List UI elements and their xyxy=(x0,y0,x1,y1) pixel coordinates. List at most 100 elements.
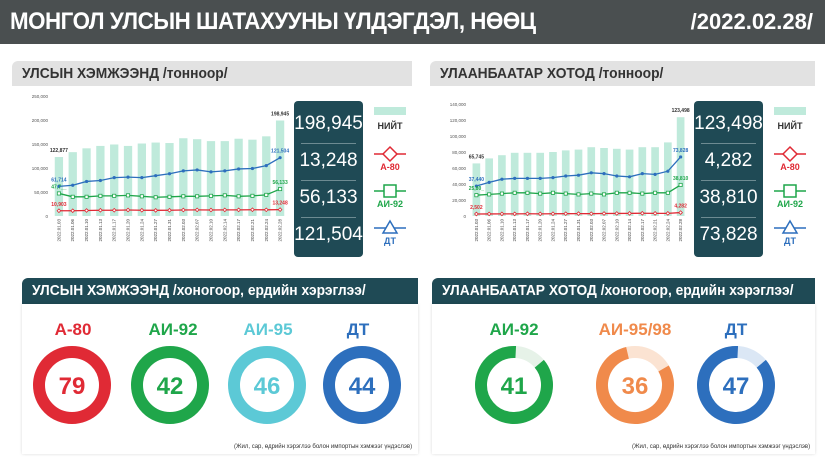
data-point xyxy=(588,211,594,217)
bar-total xyxy=(638,147,647,216)
ub-dt-days-label: ДТ xyxy=(724,320,748,339)
data-point xyxy=(601,211,607,216)
data-point xyxy=(180,207,186,213)
ub-days-note: (Жил, сар, өдрийн хэрэглээ болон импорты… xyxy=(632,444,811,450)
x-tick-label: 2022.02.03 xyxy=(589,219,594,242)
data-point xyxy=(666,169,670,173)
data-point xyxy=(167,194,172,199)
data-point xyxy=(665,210,671,216)
x-tick-label: 2022.01.24 xyxy=(139,219,144,242)
y-tick-label: 100,000 xyxy=(32,166,49,171)
total-legend-icon xyxy=(774,107,806,115)
data-point xyxy=(236,194,241,199)
data-label: 4,282 xyxy=(674,204,687,210)
x-tick-label: 2022.02.10 xyxy=(208,219,213,242)
data-point xyxy=(551,176,555,180)
x-tick-label: 2022.01.20 xyxy=(538,219,543,242)
data-label: 47,7__ xyxy=(51,184,67,190)
ub-header: УЛААНБААТАР ХОТОД /тонноор/ xyxy=(430,61,815,86)
data-point xyxy=(563,191,568,196)
y-tick-label: 200,000 xyxy=(32,118,49,123)
x-tick-label: 2022.01.20 xyxy=(126,219,131,242)
x-tick-label: 2022.02.17 xyxy=(640,219,645,242)
bar-total xyxy=(600,148,608,216)
ub-ai95-days-label: АИ-95/98 xyxy=(598,320,672,339)
data-point xyxy=(627,175,632,179)
a80-legend-icon xyxy=(781,145,799,163)
data-label: 25,80_ xyxy=(469,186,485,192)
x-tick-label: 2022.02.28 xyxy=(678,219,683,242)
dt-legend-icon xyxy=(781,219,799,234)
data-point xyxy=(614,211,620,216)
national-title: УЛСЫН ХЭМЖЭЭНД /тонноор/ xyxy=(22,65,228,82)
data-point xyxy=(112,176,116,180)
data-point xyxy=(277,207,283,213)
x-tick-label: 2022.01.31 xyxy=(576,219,581,242)
data-point xyxy=(563,211,569,217)
data-point xyxy=(194,207,200,213)
national-dt-value: 121,504 xyxy=(294,224,363,245)
data-point xyxy=(602,172,606,176)
data-point xyxy=(653,190,658,195)
data-point xyxy=(98,178,102,183)
data-point xyxy=(640,191,645,196)
data-point xyxy=(222,207,228,213)
bar-total xyxy=(676,117,685,216)
bar-total xyxy=(151,142,160,216)
y-tick-label: 0 xyxy=(45,214,48,219)
x-tick-label: 2022.01.13 xyxy=(512,219,517,242)
y-tick-label: 100,000 xyxy=(450,134,467,139)
bar-total xyxy=(220,141,229,216)
data-point xyxy=(167,172,172,176)
ub-ai95-days-value: 36 xyxy=(622,373,649,400)
legend-total: НИЙТ xyxy=(777,121,803,131)
ai92-legend-icon xyxy=(383,184,397,198)
data-point xyxy=(139,207,145,213)
y-tick-label: 120,000 xyxy=(450,118,467,123)
data-point xyxy=(236,207,241,213)
national-days-note: (Жил, сар, өдрийн хэрэглээ болон импорты… xyxy=(234,444,413,450)
x-tick-label: 2022.02.24 xyxy=(264,219,269,242)
divider xyxy=(300,217,357,218)
data-point xyxy=(679,155,683,159)
data-point xyxy=(112,193,117,198)
legend-ai92: АИ-92 xyxy=(377,199,403,209)
bar-total xyxy=(651,147,659,216)
bar-total xyxy=(179,138,188,216)
data-point xyxy=(56,191,61,196)
y-tick-label: 0 xyxy=(463,214,466,219)
bar-total xyxy=(625,149,634,216)
report-date: /2022.02.28/ xyxy=(690,9,813,34)
data-point xyxy=(653,172,657,176)
bar-total xyxy=(561,150,570,216)
ub-days-header: УЛААНБААТАР ХОТОД /хоногоор, ердийн хэрэ… xyxy=(432,278,815,304)
x-tick-label: 2022.01.17 xyxy=(525,219,530,242)
x-tick-label: 2022.02.28 xyxy=(278,219,283,242)
national-chart: 0 50,000 100,000 150,000 200,000 250,000 122,8… xyxy=(32,94,290,242)
x-tick-label: 2022.01.17 xyxy=(112,219,117,242)
bar-total xyxy=(536,152,545,216)
x-tick-label: 2022.02.07 xyxy=(195,219,200,242)
legend-ai92: АИ-92 xyxy=(777,199,803,209)
data-point xyxy=(525,211,530,217)
data-label: 73,828 xyxy=(673,148,689,154)
data-point xyxy=(512,190,517,195)
x-tick-label: 2022.02.03 xyxy=(181,219,186,242)
y-tick-label: 150,000 xyxy=(32,142,49,147)
national-days-panel xyxy=(22,304,418,454)
data-point xyxy=(250,193,255,198)
data-point xyxy=(98,207,103,213)
data-point xyxy=(576,173,581,177)
x-tick-label: 2022.01.27 xyxy=(563,219,568,242)
data-point xyxy=(70,194,75,199)
bar-total xyxy=(549,152,557,216)
x-tick-label: 2022.02.07 xyxy=(602,219,607,242)
national-days-header: УЛСЫН ХЭМЖЭЭНД /хоногоор, ердийн хэрэглэ… xyxy=(22,278,418,304)
data-point xyxy=(167,207,172,213)
legend-dt: ДТ xyxy=(784,236,796,246)
data-point xyxy=(627,190,632,195)
legend-a80: А-80 xyxy=(780,162,800,172)
data-point xyxy=(84,179,89,184)
data-point xyxy=(222,193,227,198)
total-legend-icon xyxy=(374,107,406,115)
